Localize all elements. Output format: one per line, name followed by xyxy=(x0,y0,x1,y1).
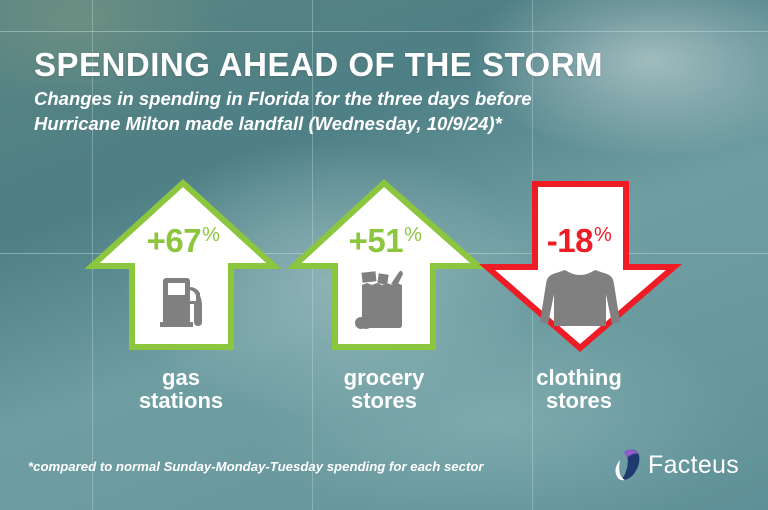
label-line-2: stores xyxy=(545,388,613,413)
footnote: *compared to normal Sunday-Monday-Tuesda… xyxy=(28,459,484,474)
label-line-1: grocery xyxy=(343,365,425,390)
label-line-1: clothing xyxy=(536,365,622,390)
label-line-2: stations xyxy=(138,388,224,413)
label-clothing-stores: clothing stores xyxy=(479,366,679,412)
brand-name: Facteus xyxy=(648,450,740,479)
label-line-2: stores xyxy=(350,388,418,413)
label-grocery-stores: grocery stores xyxy=(284,366,484,412)
facteus-logo-icon xyxy=(615,449,640,481)
down-arrow-clothing xyxy=(478,181,683,352)
percent-symbol: % xyxy=(202,224,220,246)
value-number: +51 xyxy=(348,222,404,259)
label-gas-stations: gas stations xyxy=(81,366,281,412)
value-number: -18 xyxy=(546,222,594,259)
percent-symbol: % xyxy=(593,224,612,246)
page-title: SPENDING AHEAD OF THE STORM xyxy=(34,46,604,83)
value-number: +67 xyxy=(146,222,202,259)
map-gridline xyxy=(92,0,93,510)
label-line-1: gas xyxy=(162,365,200,390)
percent-symbol: % xyxy=(404,224,422,246)
page-subtitle: Changes in spending in Florida for the t… xyxy=(34,86,594,136)
up-arrow-grocery xyxy=(286,178,486,350)
subtitle-line-1: Changes in spending in Florida for the t… xyxy=(34,88,532,109)
value-grocery-stores: +51% xyxy=(320,222,450,260)
subtitle-line-2: Hurricane Milton made landfall (Wednesda… xyxy=(34,113,502,134)
grocery-bag-icon xyxy=(355,270,403,329)
map-gridline xyxy=(0,31,768,32)
shirt-icon xyxy=(540,270,620,326)
value-gas-stations: +67% xyxy=(118,222,248,260)
value-clothing-stores: -18% xyxy=(514,222,644,260)
gas-pump-icon xyxy=(160,278,202,327)
up-arrow-gas xyxy=(84,178,282,350)
facteus-logo: Facteus xyxy=(612,448,739,482)
